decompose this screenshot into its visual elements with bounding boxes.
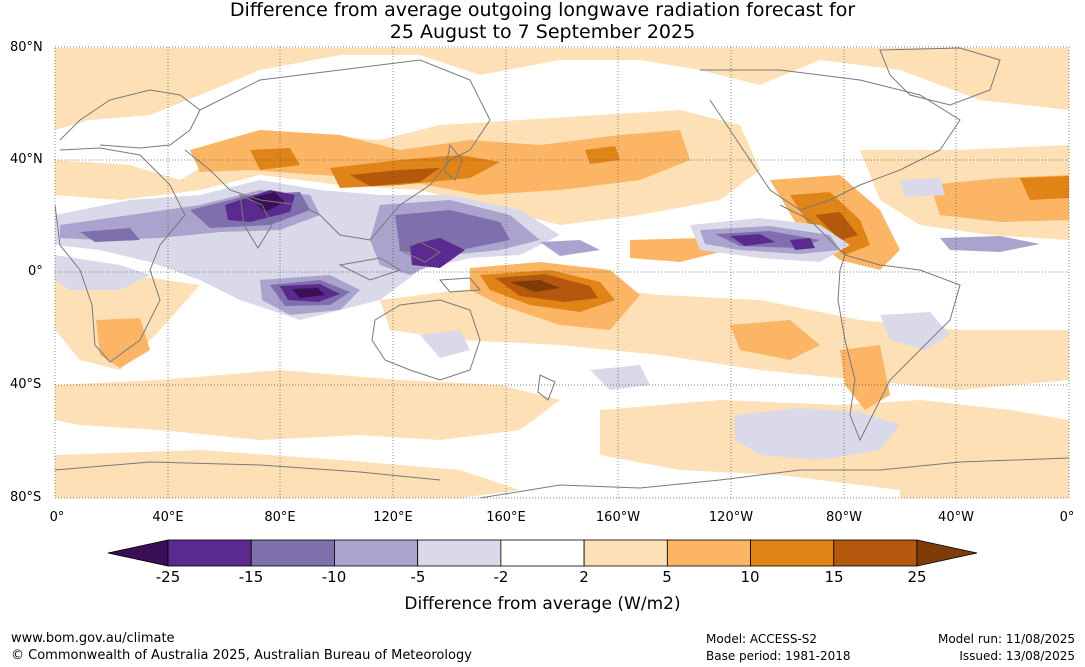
colorbar-segment bbox=[750, 539, 835, 567]
lat-label-40n: 40°N bbox=[10, 152, 43, 167]
colorbar-tick: -15 bbox=[238, 568, 264, 586]
colorbar-extend-low bbox=[107, 539, 169, 567]
chart-title-line-2: 25 August to 7 September 2025 bbox=[389, 21, 696, 43]
colorbar-segment bbox=[833, 539, 918, 567]
graticule bbox=[55, 47, 1069, 498]
lat-label-80n: 80°N bbox=[10, 40, 43, 55]
colorbar-tick: 5 bbox=[662, 568, 672, 586]
lon-label-40w: 40°W bbox=[938, 510, 974, 525]
colorbar-tick: 25 bbox=[907, 568, 927, 586]
coastlines bbox=[55, 47, 1069, 498]
colorbar-tick: 2 bbox=[579, 568, 589, 586]
lat-label-40s: 40°S bbox=[10, 377, 42, 392]
footer-issued: Issued: 13/08/2025 bbox=[959, 649, 1075, 663]
colorbar-segment bbox=[417, 539, 502, 567]
colorbar-tick: -25 bbox=[155, 568, 181, 586]
lon-label-40e: 40°E bbox=[152, 510, 184, 525]
footer-model: Model: ACCESS-S2 bbox=[706, 632, 818, 646]
colorbar-segment bbox=[583, 539, 668, 567]
lon-label-160e: 160°E bbox=[486, 510, 526, 525]
footer-copyright: © Commonwealth of Australia 2025, Austra… bbox=[11, 648, 472, 663]
lon-label-120w: 120°W bbox=[708, 510, 754, 525]
colorbar-tick: 15 bbox=[824, 568, 844, 586]
lon-label-0-right: 0° bbox=[1059, 510, 1075, 525]
lon-label-120e: 120°E bbox=[373, 510, 413, 525]
lon-label-160w: 160°W bbox=[595, 510, 641, 525]
olr-anomaly-map bbox=[54, 46, 1070, 499]
lon-label-80e: 80°E bbox=[264, 510, 296, 525]
colorbar-tick: 10 bbox=[740, 568, 760, 586]
colorbar-tick: -5 bbox=[410, 568, 426, 586]
lon-label-0-left: 0° bbox=[49, 510, 65, 525]
lat-label-80s: 80°S bbox=[10, 490, 42, 505]
colorbar-segment bbox=[250, 539, 335, 567]
colorbar-segment bbox=[167, 539, 252, 567]
colorbar-segment bbox=[666, 539, 751, 567]
footer-website: www.bom.gov.au/climate bbox=[11, 631, 175, 646]
colorbar-tick: -2 bbox=[493, 568, 509, 586]
lon-label-80w: 80°W bbox=[826, 510, 862, 525]
lat-label-equator: 0° bbox=[28, 264, 43, 279]
footer-model-run: Model run: 11/08/2025 bbox=[937, 632, 1075, 646]
colorbar-tick: -10 bbox=[321, 568, 347, 586]
colorbar-segment bbox=[500, 539, 585, 567]
chart-title-line-1: Difference from average outgoing longwav… bbox=[229, 0, 856, 21]
colorbar-unit-label: Difference from average (W/m2) bbox=[404, 594, 681, 614]
colorbar-segment bbox=[334, 539, 419, 567]
colorbar-extend-high bbox=[916, 539, 978, 567]
footer-base-period: Base period: 1981-2018 bbox=[706, 649, 851, 663]
colorbar bbox=[107, 539, 978, 567]
